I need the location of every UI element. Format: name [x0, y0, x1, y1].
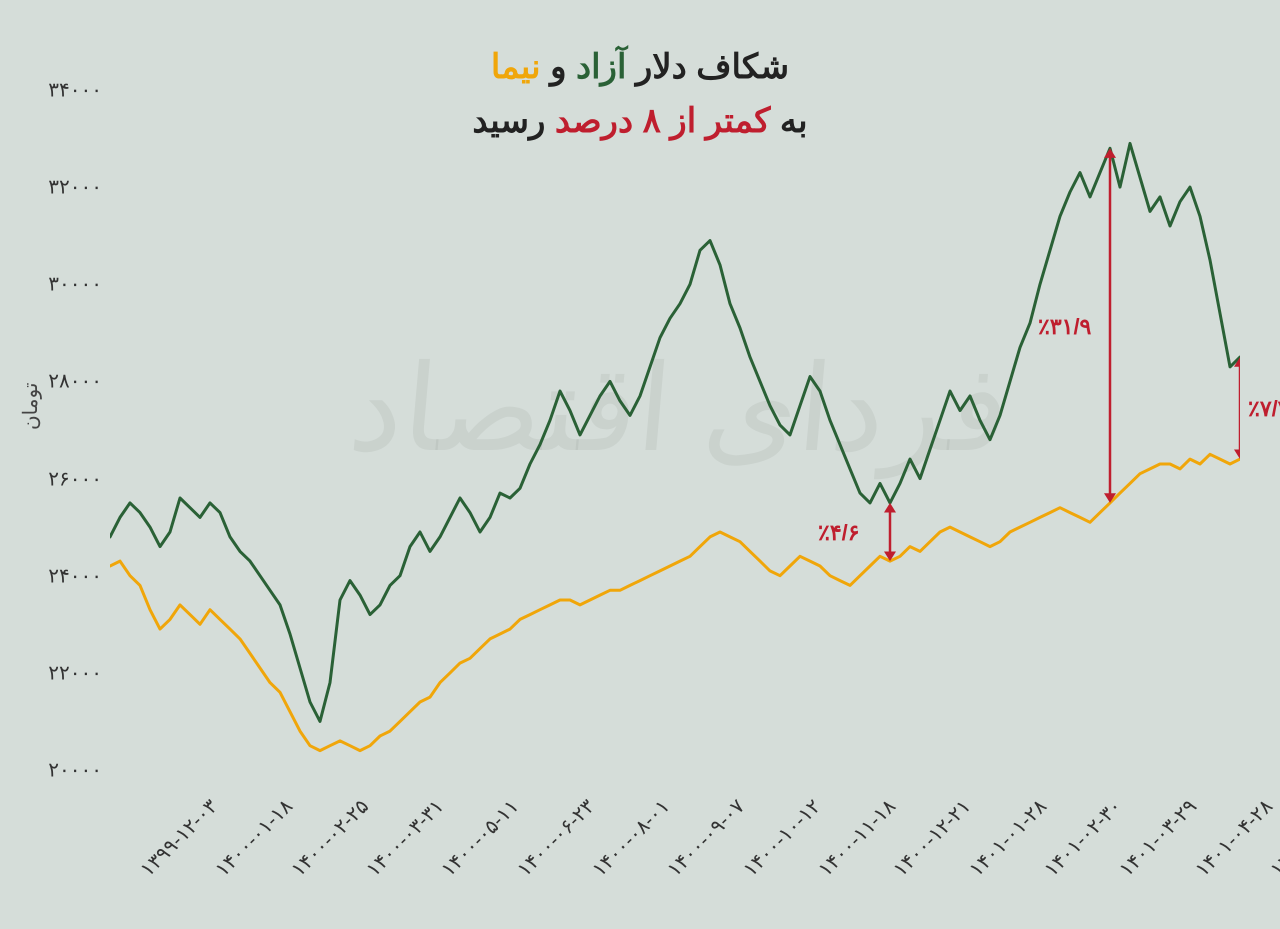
x-tick-label: ۱۴۰۱-۰۳-۲۹ [1114, 794, 1202, 882]
gap-arrow [1234, 357, 1240, 459]
plot-area [110, 90, 1240, 770]
y-tick-label: ۳۲۰۰۰ [12, 175, 102, 200]
x-tick-label: ۱۴۰۰-۰۵-۱۱ [436, 794, 524, 882]
x-tick-label: ۱۴۰۱-۰۲-۳۰ [1039, 794, 1127, 882]
x-tick-label: ۱۴۰۱-۰۱-۲۸ [964, 794, 1052, 882]
x-tick-label: ۱۴۰۰-۰۱-۱۸ [210, 794, 298, 882]
y-tick-label: ۳۴۰۰۰ [12, 78, 102, 103]
x-tick-label: ۱۴۰۰-۱۱-۱۸ [813, 794, 901, 882]
x-tick-label: ۱۴۰۱-۰۴-۲۸ [1190, 794, 1278, 882]
y-tick-label: ۲۲۰۰۰ [12, 660, 102, 685]
x-tick-label: ۱۴۰۰-۱۲-۲۱ [888, 794, 976, 882]
x-tick-label: ۱۴۰۰-۰۳-۳۱ [361, 794, 449, 882]
x-tick-label: ۱۴۰۰-۰۹-۰۷ [662, 794, 750, 882]
gap-annotation-label: ٪۳۱/۹ [1038, 314, 1091, 340]
y-tick-label: ۲۸۰۰۰ [12, 369, 102, 394]
gap-annotation-label: ٪۷/۷ [1248, 396, 1280, 422]
x-tick-label: ۱۴۰۰-۰۸-۰۱ [587, 794, 675, 882]
y-tick-label: ۲۰۰۰۰ [12, 758, 102, 783]
x-tick-label: ۱۳۹۹-۱۲-۰۳ [135, 794, 223, 882]
gap-arrow [1104, 148, 1116, 503]
y-tick-label: ۲۶۰۰۰ [12, 466, 102, 491]
chart-container: شکاف دلار آزاد و نیما به کمتر از ۸ درصد … [0, 0, 1280, 929]
x-tick-label: ۱۴۰۰-۱۰-۱۲ [738, 794, 826, 882]
y-tick-label: ۳۰۰۰۰ [12, 272, 102, 297]
x-tick-label: ۱۴۰۰-۰۲-۲۵ [286, 794, 374, 882]
gap-arrow [884, 503, 896, 561]
x-tick-label: ۱۴۰۰-۰۶-۲۳ [512, 794, 600, 882]
title-line-1: شکاف دلار آزاد و نیما [0, 40, 1280, 94]
series-free [110, 143, 1240, 721]
gap-annotation-label: ٪۴/۶ [818, 520, 860, 546]
y-tick-label: ۲۴۰۰۰ [12, 563, 102, 588]
